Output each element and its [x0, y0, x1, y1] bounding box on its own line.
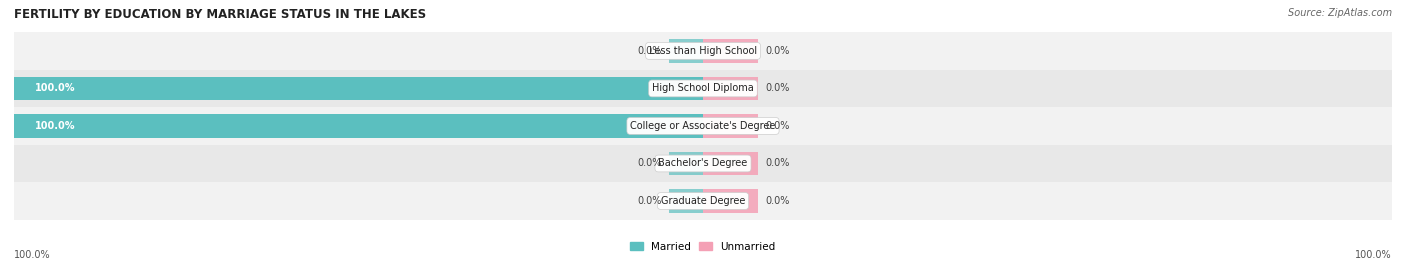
Bar [669, 152, 703, 175]
Text: 100.0%: 100.0% [14, 250, 51, 260]
Text: 0.0%: 0.0% [637, 196, 662, 206]
Bar [703, 114, 758, 137]
Bar [703, 77, 758, 100]
Text: Bachelor's Degree: Bachelor's Degree [658, 158, 748, 169]
Bar [14, 114, 703, 137]
Legend: Married, Unmarried: Married, Unmarried [626, 237, 780, 256]
Bar [669, 39, 703, 62]
Bar [14, 145, 1392, 182]
Text: 0.0%: 0.0% [765, 158, 789, 169]
Text: High School Diploma: High School Diploma [652, 83, 754, 94]
Text: 100.0%: 100.0% [35, 121, 76, 131]
Text: 0.0%: 0.0% [637, 158, 662, 169]
Text: Source: ZipAtlas.com: Source: ZipAtlas.com [1288, 8, 1392, 18]
Text: FERTILITY BY EDUCATION BY MARRIAGE STATUS IN THE LAKES: FERTILITY BY EDUCATION BY MARRIAGE STATU… [14, 8, 426, 21]
Text: 0.0%: 0.0% [637, 46, 662, 56]
Text: 100.0%: 100.0% [35, 83, 76, 94]
Text: Less than High School: Less than High School [650, 46, 756, 56]
Text: Graduate Degree: Graduate Degree [661, 196, 745, 206]
Text: 0.0%: 0.0% [765, 46, 789, 56]
Bar [14, 107, 1392, 145]
Text: 0.0%: 0.0% [765, 196, 789, 206]
Bar [669, 189, 703, 213]
Bar [703, 152, 758, 175]
Bar [703, 189, 758, 213]
Text: 100.0%: 100.0% [1355, 250, 1392, 260]
Text: 0.0%: 0.0% [765, 121, 789, 131]
Bar [14, 32, 1392, 70]
Bar [14, 182, 1392, 220]
Bar [14, 70, 1392, 107]
Text: 0.0%: 0.0% [765, 83, 789, 94]
Bar [703, 39, 758, 62]
Text: College or Associate's Degree: College or Associate's Degree [630, 121, 776, 131]
Bar [14, 77, 703, 100]
